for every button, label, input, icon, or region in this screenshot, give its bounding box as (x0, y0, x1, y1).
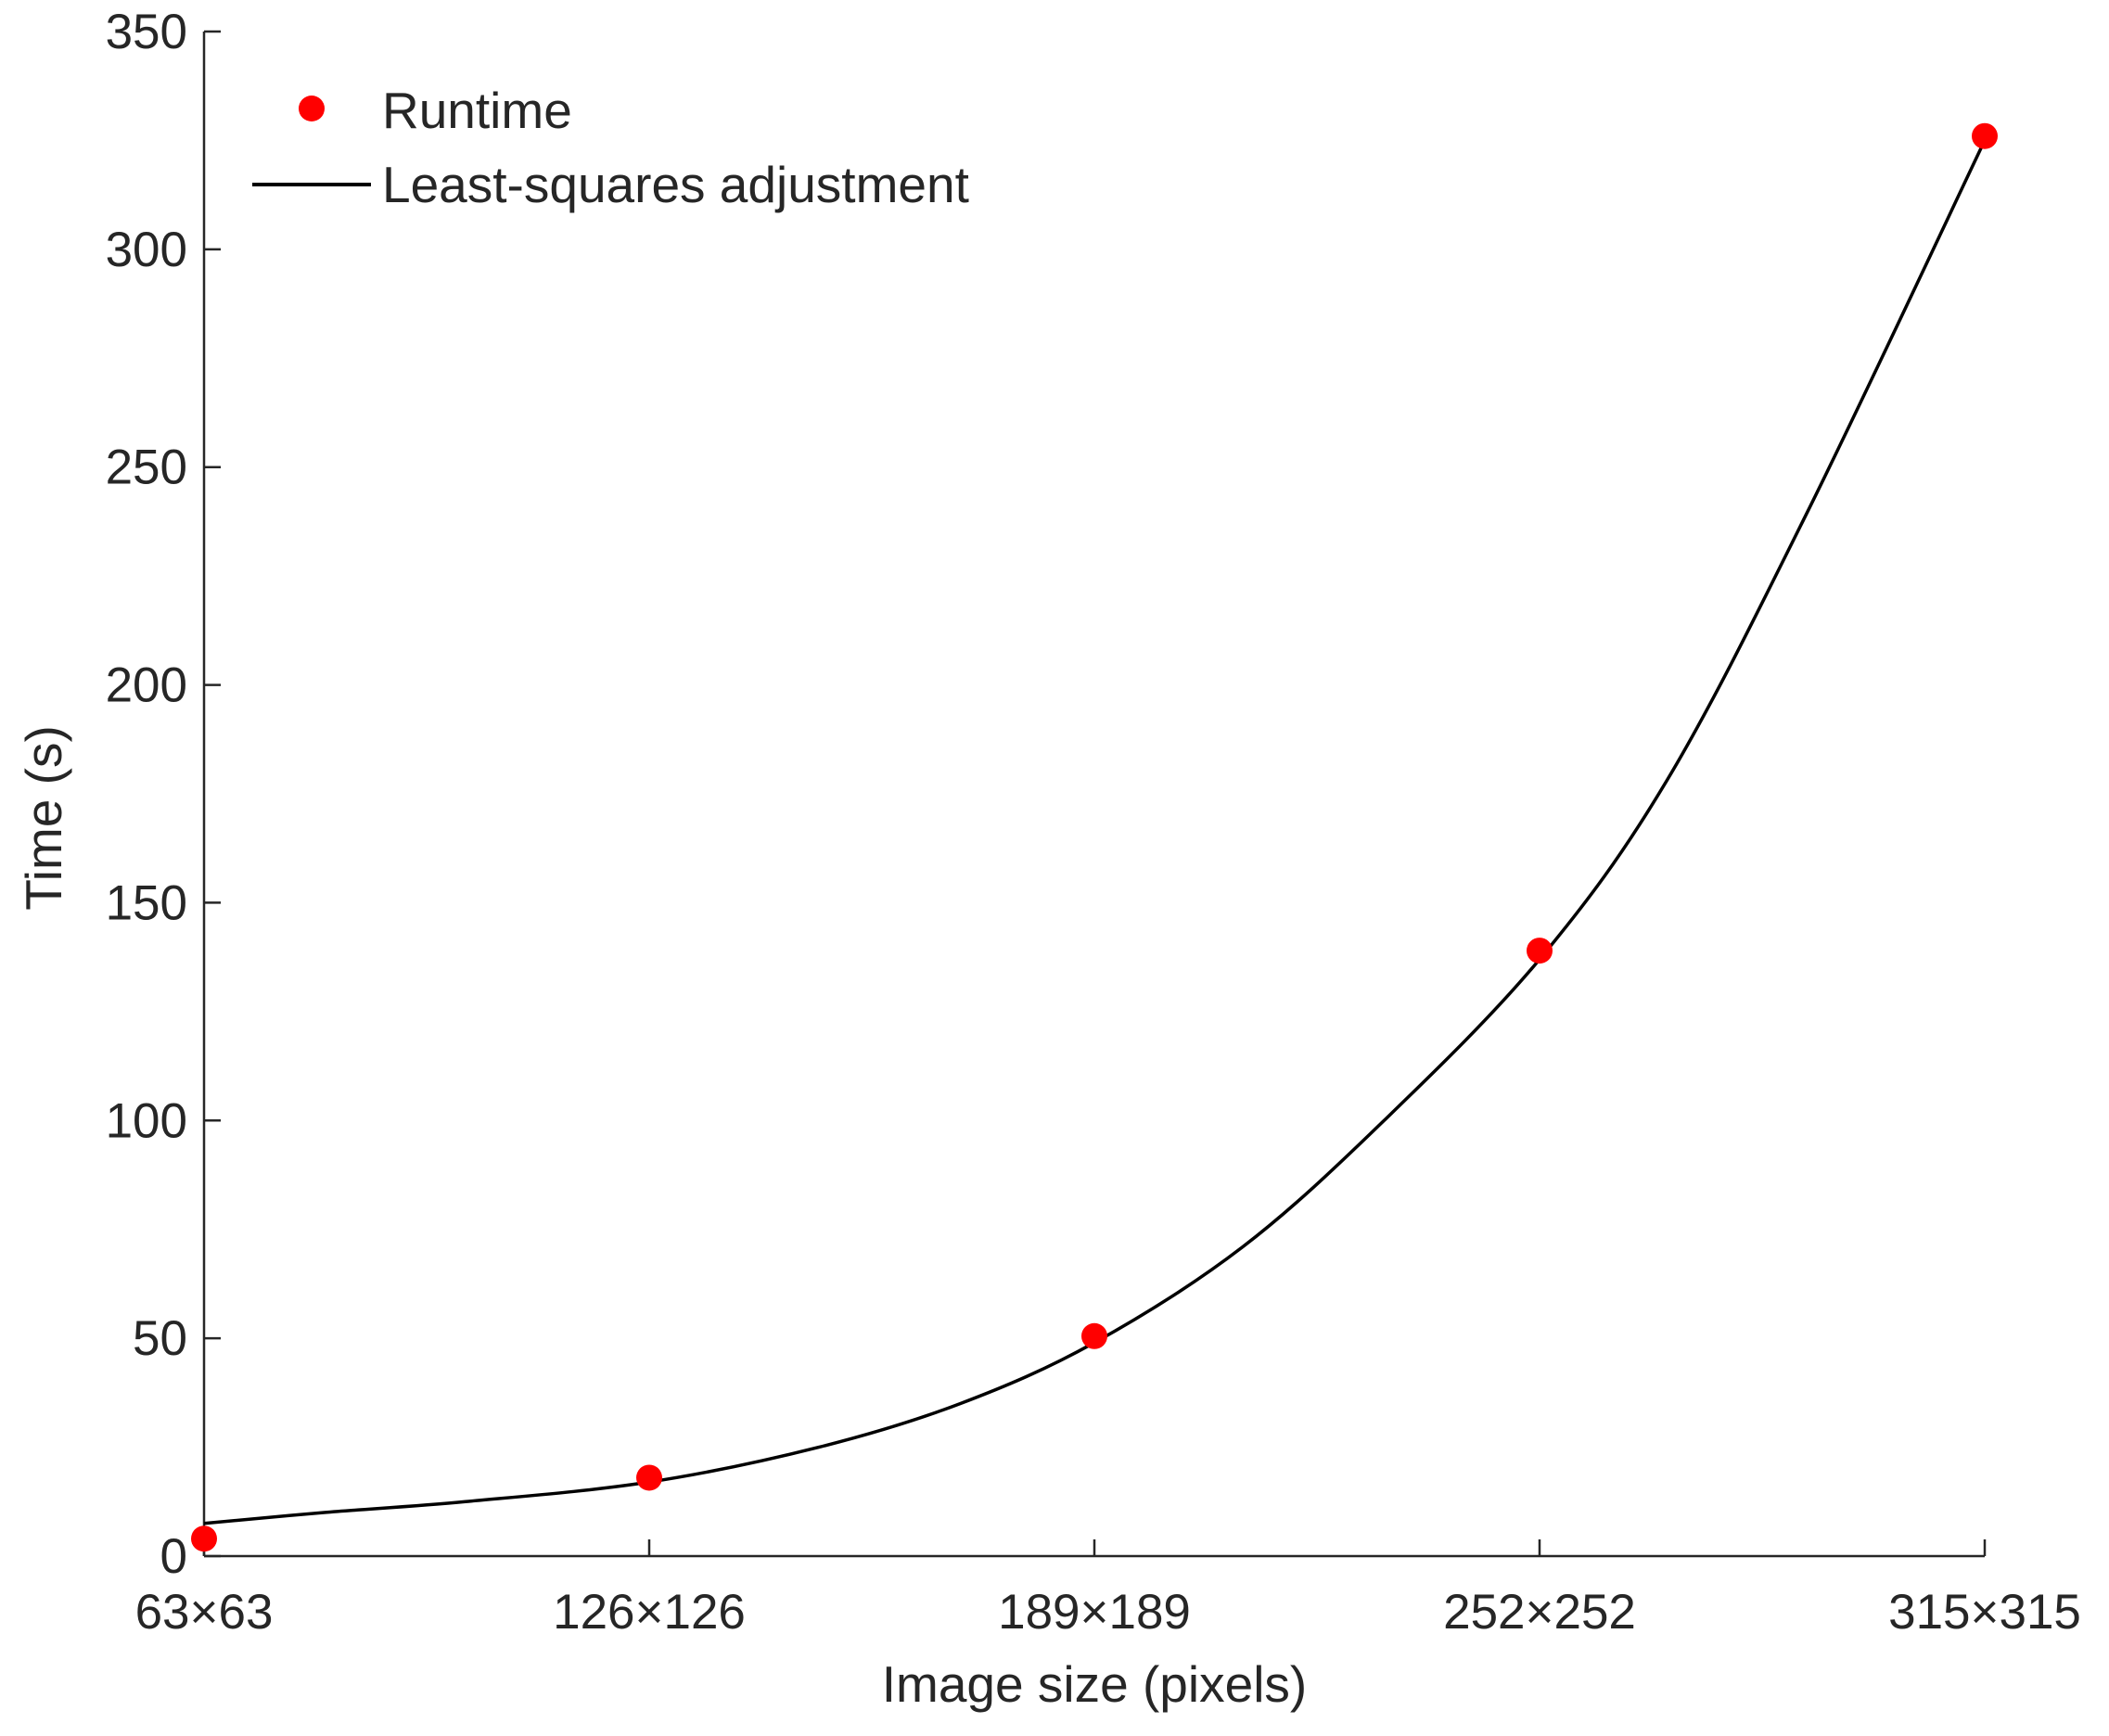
legend-runtime-label: Runtime (382, 82, 572, 139)
legend: Runtime Least-squares adjustment (252, 82, 969, 213)
runtime-point (1081, 1322, 1107, 1349)
runtime-points-series (191, 122, 1998, 1552)
y-tick-label: 250 (106, 440, 187, 495)
fit-curve-line (203, 139, 1987, 1525)
runtime-point (1527, 938, 1553, 964)
x-axis-label: Image size (pixels) (882, 1655, 1307, 1713)
y-tick-label: 0 (160, 1529, 187, 1584)
x-tick-label: 252×252 (1443, 1585, 1636, 1640)
y-tick-label: 200 (106, 658, 187, 713)
legend-fit-label: Least-squares adjustment (382, 156, 969, 213)
y-tick-label: 100 (106, 1093, 187, 1148)
y-axis-label: Time (s) (15, 725, 72, 911)
runtime-point (191, 1525, 217, 1552)
legend-runtime-marker (299, 96, 325, 121)
x-tick-label: 126×126 (553, 1585, 746, 1640)
x-tick-label: 189×189 (998, 1585, 1191, 1640)
y-tick-label: 350 (106, 5, 187, 59)
x-tick-label: 63×63 (135, 1585, 274, 1640)
y-tick-label: 50 (133, 1311, 187, 1366)
y-axis-ticks: 0 50 100 150 200 250 300 350 (106, 5, 221, 1584)
x-tick-label: 315×315 (1888, 1585, 2081, 1640)
runtime-point (1972, 122, 1998, 149)
x-axis-ticks: 63×63 126×126 189×189 252×252 315×315 (135, 1539, 2081, 1640)
y-tick-label: 150 (106, 875, 187, 930)
y-tick-label: 300 (106, 223, 187, 277)
runtime-point (636, 1464, 662, 1491)
fit-curve-series (203, 139, 1987, 1525)
